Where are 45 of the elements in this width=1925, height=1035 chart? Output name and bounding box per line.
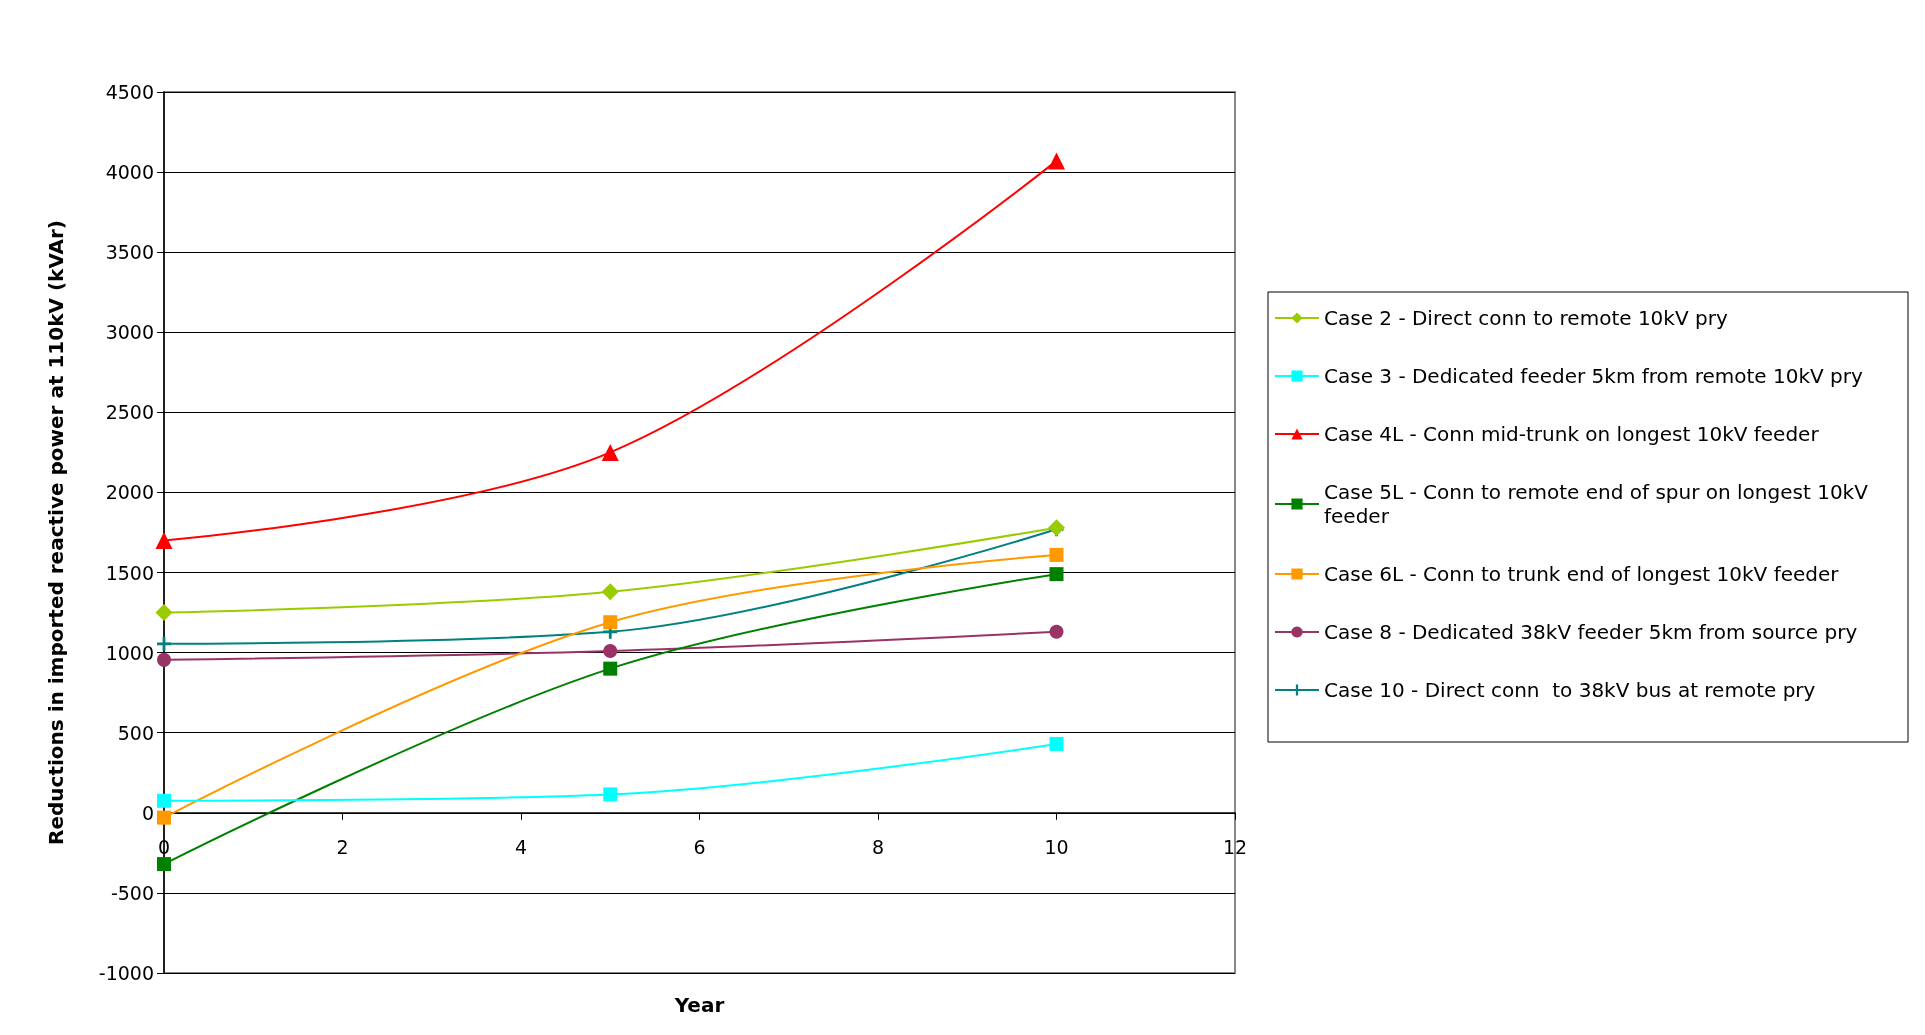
- legend-label: Case 2 - Direct conn to remote 10kV pry: [1324, 306, 1728, 330]
- y-tick-label: 4500: [105, 81, 154, 103]
- y-tick-label: 3000: [105, 321, 154, 344]
- point: [603, 615, 618, 630]
- legend-label: Case 6L - Conn to trunk end of longest 10kV feeder: [1324, 562, 1840, 586]
- point: [157, 652, 171, 667]
- y-tick-label: 500: [117, 721, 154, 744]
- legend-label: Case 8 - Dedicated 38kV feeder 5km from source pry: [1324, 620, 1858, 644]
- y-tick-label: -1000: [98, 962, 154, 984]
- x-tick-label: 4: [514, 835, 528, 858]
- point: [157, 810, 171, 825]
- point: [155, 532, 173, 550]
- point: [1049, 547, 1064, 562]
- y-tick-label: 2500: [105, 401, 154, 424]
- y-tick-label: 2000: [105, 481, 154, 504]
- point: [603, 787, 618, 802]
- legend-label: Case 3 - Dedicated feeder 5km from remote 10kV pry: [1324, 364, 1863, 388]
- point: [603, 661, 618, 676]
- point: [155, 604, 173, 622]
- point: [601, 443, 619, 461]
- x-tick-label: 6: [693, 835, 706, 858]
- x-axis-title: Year: [673, 993, 725, 1017]
- x-tick-label: 8: [871, 835, 885, 858]
- point: [157, 636, 171, 651]
- point: [1049, 567, 1064, 582]
- legend-label: Case 10 - Direct conn to 38kV bus at remote pry: [1324, 678, 1816, 702]
- point: [157, 793, 171, 808]
- point: [157, 857, 171, 872]
- y-tick-label: 3500: [105, 241, 154, 264]
- point: [601, 583, 619, 601]
- y-tick-label: 1500: [105, 561, 154, 584]
- point: [1049, 736, 1064, 751]
- x-tick-label: 12: [1222, 835, 1248, 858]
- y-tick-label: 0: [141, 801, 154, 824]
- y-tick-label: 1000: [105, 641, 154, 664]
- point: [603, 644, 618, 659]
- point: [1049, 624, 1064, 639]
- legend-label: Case 5L - Conn to remote end of spur on longest 10kV feeder: [1324, 480, 1875, 528]
- point: [1048, 152, 1065, 170]
- x-tick-label: 10: [1044, 835, 1069, 858]
- y-tick-label: -500: [110, 881, 154, 904]
- legend-label: Case 4L - Conn mid-trunk on longest 10kV feeder: [1324, 422, 1820, 446]
- y-axis-title: Reductions in imported reactive power at 110kV (kVAr): [44, 220, 68, 845]
- y-tick-label: 4000: [105, 161, 154, 184]
- x-tick-label: 2: [336, 835, 349, 858]
